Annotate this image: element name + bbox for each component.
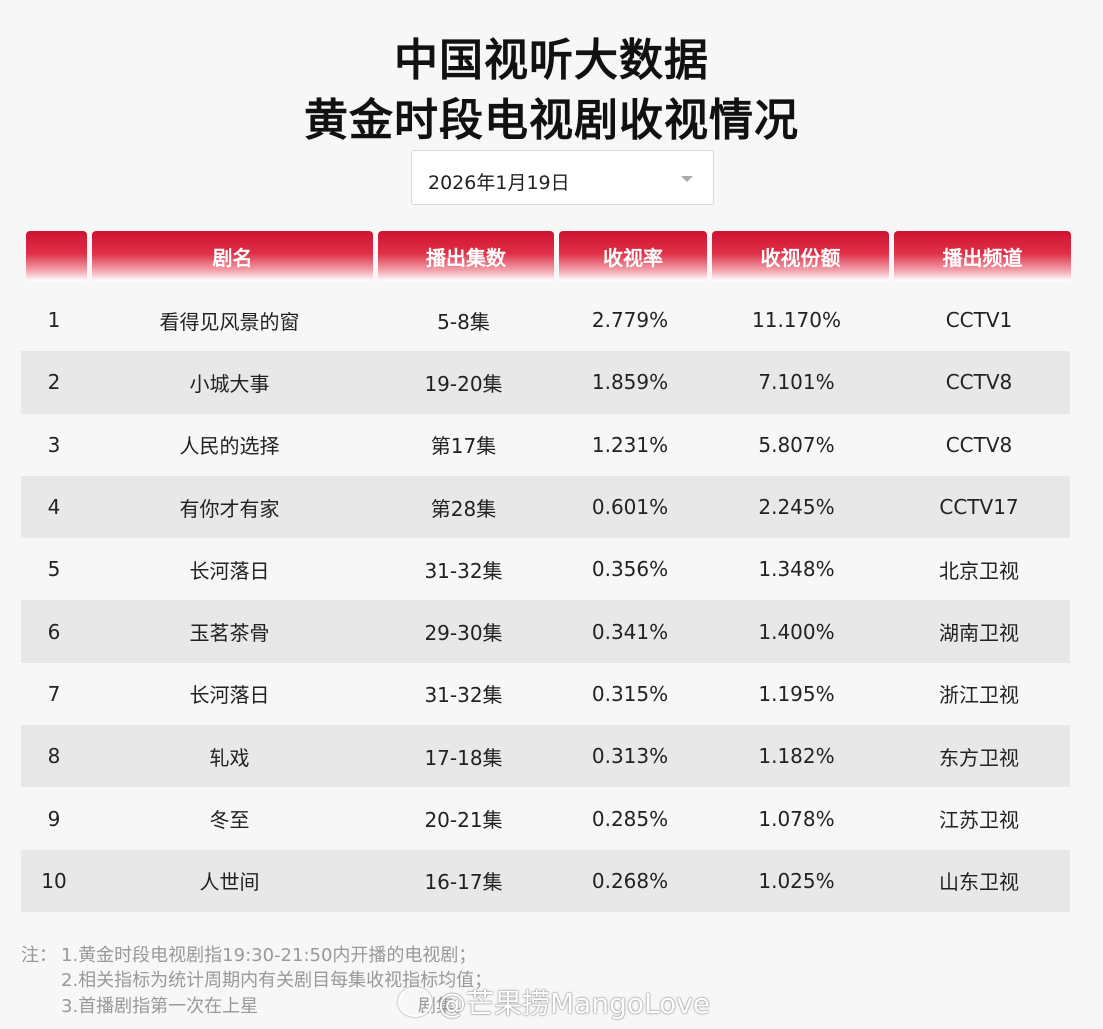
- cell-episodes: 31-32集: [424, 558, 503, 583]
- cell-episodes: 17-18集: [424, 745, 503, 770]
- cell-rating: 0.601%: [591, 495, 669, 520]
- cell-rating: 2.779%: [591, 308, 669, 333]
- cell-rank: 3: [47, 432, 61, 457]
- header-name: 剧名: [92, 231, 373, 281]
- header-share: 收视份额: [712, 231, 889, 281]
- cell-episodes: 29-30集: [424, 621, 503, 646]
- table-row: 6 玉茗茶骨 29-30集 0.341% 1.400% 湖南卫视: [21, 600, 1070, 663]
- cell-drama-name: 看得见风景的窗: [159, 309, 300, 334]
- cell-episodes: 5-8集: [437, 309, 490, 334]
- cell-rank: 2: [47, 370, 61, 395]
- table-row: 1 看得见风景的窗 5-8集 2.779% 11.170% CCTV1: [21, 289, 1070, 351]
- cell-rank: 6: [47, 619, 61, 644]
- cell-drama-name: 长河落日: [189, 683, 270, 708]
- cell-rank: 9: [47, 806, 61, 831]
- cell-share: 1.348%: [758, 557, 835, 582]
- cell-rating: 0.341%: [591, 619, 669, 644]
- cell-share: 1.182%: [758, 744, 835, 769]
- header-rank: [26, 231, 87, 281]
- cell-share: 2.245%: [758, 495, 835, 520]
- table-row: 5 长河落日 31-32集 0.356% 1.348% 北京卫视: [21, 538, 1070, 600]
- cell-share: 1.025%: [758, 868, 835, 893]
- cell-drama-name: 小城大事: [189, 371, 270, 396]
- header-episodes: 播出集数: [378, 231, 554, 281]
- note-2: 2.相关指标为统计周期内有关剧目每集收视指标均值；: [61, 970, 493, 991]
- cell-channel: CCTV8: [945, 432, 1013, 457]
- cell-rating: 0.315%: [591, 681, 669, 706]
- table-row: 10 人世间 16-17集 0.268% 1.025% 山东卫视: [21, 849, 1070, 912]
- cell-rank: 1: [47, 308, 61, 333]
- cell-channel: CCTV1: [945, 308, 1013, 333]
- cell-drama-name: 冬至: [209, 808, 250, 833]
- cell-rating: 0.313%: [591, 744, 669, 769]
- cell-drama-name: 有你才有家: [179, 496, 280, 521]
- cell-episodes: 19-20集: [424, 371, 503, 396]
- note-3: 3.首播剧指第一次在上星: [61, 996, 259, 1017]
- cell-rank: 7: [47, 681, 61, 706]
- cell-share: 1.400%: [758, 619, 835, 644]
- page-title: 中国视听大数据: [394, 35, 709, 86]
- cell-rating: 1.231%: [591, 432, 669, 457]
- note-prefix: 注：: [21, 945, 57, 966]
- cell-episodes: 20-21集: [424, 808, 503, 833]
- table-row: 9 冬至 20-21集 0.285% 1.078% 江苏卫视: [21, 787, 1070, 849]
- table-row: 4 有你才有家 第28集 0.601% 2.245% CCTV17: [21, 475, 1070, 539]
- cell-share: 1.195%: [758, 681, 835, 706]
- cell-rank: 5: [47, 557, 61, 582]
- cell-episodes: 第17集: [430, 434, 497, 459]
- watermark: @芒果捞MangoLove: [398, 982, 710, 1022]
- cell-channel: CCTV17: [939, 495, 1019, 520]
- table-row: 7 长河落日 31-32集 0.315% 1.195% 浙江卫视: [21, 663, 1070, 725]
- header-rating: 收视率: [559, 231, 707, 281]
- watermark-text: @芒果捞MangoLove: [438, 987, 711, 1020]
- header-channel: 播出频道: [894, 231, 1071, 281]
- cell-channel: 湖南卫视: [939, 621, 1019, 646]
- cell-episodes: 16-17集: [424, 870, 503, 895]
- cell-rating: 0.268%: [591, 868, 669, 893]
- table-row: 8 轧戏 17-18集 0.313% 1.182% 东方卫视: [21, 725, 1070, 788]
- cell-drama-name: 长河落日: [189, 558, 270, 583]
- cell-share: 5.807%: [758, 432, 835, 457]
- cell-episodes: 31-32集: [424, 683, 503, 708]
- cell-rank: 8: [47, 744, 61, 769]
- cell-rating: 1.859%: [591, 370, 669, 395]
- cell-channel: 江苏卫视: [939, 808, 1019, 833]
- cell-share: 11.170%: [752, 308, 841, 333]
- ratings-table-body: 1 看得见风景的窗 5-8集 2.779% 11.170% CCTV1 2 小城大事 19-20…: [21, 289, 1070, 912]
- cell-channel: 东方卫视: [939, 745, 1019, 770]
- table-row: 3 人民的选择 第17集 1.231% 5.807% CCTV8: [21, 414, 1070, 476]
- cell-channel: 北京卫视: [939, 558, 1019, 583]
- page-subtitle: 黄金时段电视剧收视情况: [304, 95, 799, 146]
- cell-rank: 4: [47, 495, 61, 520]
- table-row: 2 小城大事 19-20集 1.859% 7.101% CCTV8: [21, 351, 1070, 414]
- cell-rank: 10: [41, 868, 67, 893]
- cell-share: 7.101%: [758, 370, 835, 395]
- cell-channel: 山东卫视: [939, 870, 1019, 895]
- chevron-down-icon: [681, 176, 693, 182]
- cell-rating: 0.356%: [591, 557, 669, 582]
- cell-episodes: 第28集: [430, 496, 497, 521]
- cell-share: 1.078%: [758, 806, 835, 831]
- cell-drama-name: 玉茗茶骨: [189, 621, 270, 646]
- cell-channel: 浙江卫视: [939, 683, 1019, 708]
- note-1: 1.黄金时段电视剧指19:30-21:50内开播的电视剧；: [61, 945, 477, 966]
- weibo-logo-icon: [398, 987, 432, 1017]
- date-dropdown-value: 2026年1月19日: [428, 172, 570, 194]
- cell-rating: 0.285%: [591, 806, 669, 831]
- cell-drama-name: 轧戏: [209, 745, 250, 770]
- cell-drama-name: 人民的选择: [179, 434, 280, 459]
- cell-channel: CCTV8: [945, 370, 1013, 395]
- date-dropdown[interactable]: 2026年1月19日: [411, 150, 714, 205]
- cell-drama-name: 人世间: [199, 870, 260, 895]
